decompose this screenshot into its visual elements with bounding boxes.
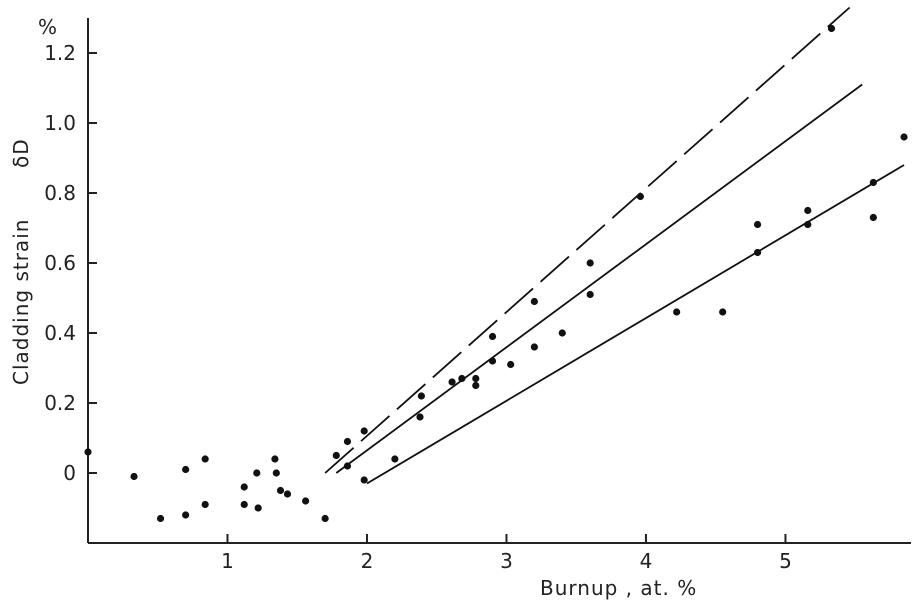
data-point	[272, 469, 280, 477]
y-tick-label: 0.4	[44, 321, 76, 345]
data-point	[182, 511, 190, 519]
data-point	[530, 297, 538, 306]
data-point	[416, 413, 424, 421]
x-tick-label: 4	[640, 549, 653, 573]
data-point	[488, 357, 497, 365]
y-unit-label: %	[38, 15, 58, 39]
data-point	[869, 178, 877, 187]
y-tick-label: 1.0	[44, 111, 76, 135]
data-point	[240, 483, 248, 491]
fit-line-2	[335, 83, 863, 474]
data-point	[804, 206, 812, 215]
data-point	[130, 472, 138, 481]
data-point	[753, 248, 762, 257]
data-point	[343, 462, 352, 470]
data-point	[84, 448, 92, 456]
data-point	[869, 213, 877, 222]
data-point	[360, 427, 368, 435]
data-point	[276, 486, 285, 495]
y-tick-label: 0.6	[44, 251, 76, 275]
data-point	[391, 455, 399, 463]
data-point	[201, 455, 209, 463]
data-point	[719, 308, 727, 316]
data-point	[488, 332, 497, 341]
y-tick-label: 0	[63, 461, 76, 485]
data-point	[472, 381, 480, 390]
x-tick-label: 2	[361, 549, 374, 573]
y-axis-label: Cladding strain	[9, 219, 33, 385]
data-point	[321, 514, 329, 523]
data-point	[343, 437, 352, 446]
data-point	[332, 451, 340, 460]
data-point	[753, 220, 762, 229]
data-point	[900, 133, 908, 141]
data-point	[586, 290, 594, 299]
data-point	[636, 192, 644, 201]
data-point	[472, 374, 480, 383]
x-tick-label: 3	[500, 549, 513, 573]
data-point	[458, 374, 466, 383]
data-point	[156, 514, 165, 523]
data-point	[558, 329, 566, 337]
data-point	[530, 343, 538, 351]
y-axis-symbol: δD	[9, 138, 33, 168]
y-tick-label: 1.2	[44, 41, 76, 65]
y-tick-label: 0.8	[44, 181, 76, 205]
fit-line-1	[324, 6, 851, 474]
data-point	[240, 500, 248, 509]
data-point	[586, 259, 594, 267]
x-axis-label: Burnup , at. %	[540, 576, 697, 600]
data-points	[84, 24, 908, 523]
data-point	[302, 497, 310, 505]
x-tick-label: 5	[779, 549, 792, 573]
data-point	[201, 500, 209, 509]
fit-lines	[324, 6, 905, 485]
data-point	[804, 220, 812, 229]
data-point	[182, 465, 190, 474]
data-point	[448, 378, 456, 386]
data-point	[673, 308, 681, 316]
x-tick-label: 1	[221, 549, 234, 573]
data-point	[253, 469, 261, 477]
data-point	[271, 455, 279, 463]
y-tick-label: 0.2	[44, 391, 76, 415]
fit-line-3	[366, 164, 905, 485]
data-point	[827, 24, 836, 33]
data-point	[417, 392, 425, 400]
axes: 1 2 3 4 5 0 0.2 0.4 0.6 0.8 1.0 1.2	[44, 18, 911, 573]
data-point	[360, 476, 368, 484]
data-point	[283, 490, 292, 498]
data-point	[254, 504, 262, 512]
data-point	[507, 360, 515, 369]
